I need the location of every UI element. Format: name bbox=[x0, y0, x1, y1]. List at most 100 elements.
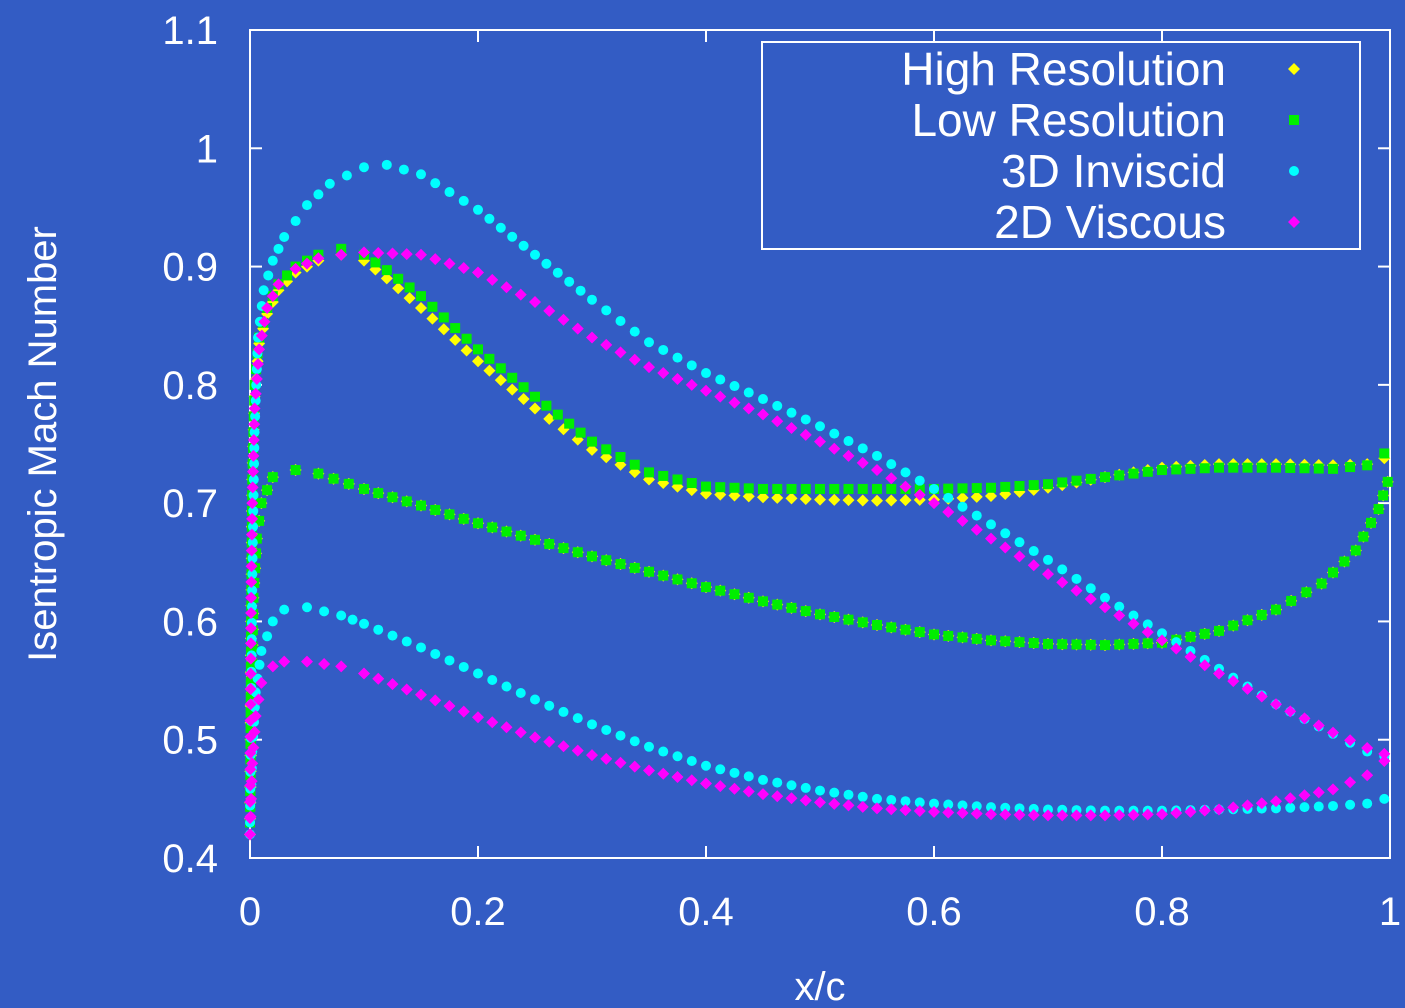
data-point bbox=[358, 667, 370, 680]
data-point bbox=[248, 402, 261, 415]
data-point bbox=[359, 162, 369, 173]
data-point bbox=[1270, 698, 1282, 711]
data-point bbox=[1185, 631, 1196, 642]
data-point bbox=[814, 435, 826, 448]
data-point bbox=[564, 276, 575, 287]
data-point bbox=[970, 490, 983, 503]
data-point bbox=[671, 770, 684, 783]
data-point bbox=[1171, 637, 1182, 648]
data-point bbox=[758, 394, 768, 405]
data-point bbox=[1198, 804, 1211, 817]
data-point bbox=[829, 787, 840, 798]
data-point bbox=[857, 443, 868, 454]
data-point bbox=[572, 713, 583, 724]
data-point bbox=[1301, 587, 1312, 598]
data-point bbox=[247, 434, 260, 447]
data-point bbox=[487, 522, 498, 533]
data-point bbox=[415, 301, 427, 314]
data-point bbox=[1358, 531, 1369, 542]
data-point bbox=[1228, 620, 1239, 631]
data-point bbox=[644, 467, 654, 478]
data-point bbox=[643, 764, 655, 777]
data-point bbox=[843, 789, 854, 800]
x-tick-label: 0.8 bbox=[1134, 890, 1190, 934]
data-point bbox=[255, 329, 268, 342]
data-point bbox=[1000, 802, 1011, 813]
data-point bbox=[247, 537, 258, 548]
data-point bbox=[628, 353, 641, 366]
data-point bbox=[1227, 801, 1240, 814]
data-point bbox=[514, 726, 527, 739]
data-point bbox=[247, 553, 258, 564]
data-point bbox=[743, 592, 754, 603]
data-point bbox=[956, 491, 969, 504]
data-point bbox=[1312, 719, 1325, 732]
data-point bbox=[986, 482, 996, 493]
data-point bbox=[358, 246, 370, 259]
data-point bbox=[999, 541, 1012, 554]
data-point bbox=[686, 578, 697, 589]
data-point bbox=[586, 331, 598, 344]
data-point bbox=[872, 450, 882, 461]
data-point bbox=[1185, 463, 1196, 474]
data-point bbox=[457, 262, 470, 275]
data-point bbox=[872, 793, 882, 804]
data-point bbox=[843, 614, 854, 625]
data-point bbox=[942, 806, 955, 819]
data-point bbox=[1328, 567, 1338, 578]
data-point bbox=[1255, 690, 1268, 703]
data-point bbox=[302, 602, 312, 613]
legend-marker bbox=[1288, 216, 1300, 228]
data-point bbox=[700, 777, 712, 790]
data-point bbox=[872, 619, 882, 630]
data-point bbox=[487, 674, 498, 685]
data-point bbox=[1350, 545, 1361, 556]
data-point bbox=[971, 510, 982, 521]
data-point bbox=[255, 676, 268, 689]
data-point bbox=[289, 262, 302, 275]
data-point bbox=[815, 421, 825, 432]
data-point bbox=[386, 678, 399, 691]
data-point bbox=[324, 178, 335, 189]
data-point bbox=[1366, 517, 1376, 528]
data-point bbox=[1027, 559, 1040, 572]
data-point bbox=[530, 249, 540, 260]
data-point bbox=[729, 381, 740, 392]
data-point bbox=[1227, 675, 1240, 688]
data-point bbox=[601, 724, 612, 735]
data-point bbox=[1071, 573, 1082, 584]
data-point bbox=[1213, 667, 1225, 680]
data-point bbox=[1184, 650, 1197, 663]
data-point bbox=[1142, 638, 1153, 649]
data-point bbox=[430, 648, 441, 659]
data-point bbox=[1113, 609, 1126, 622]
data-point bbox=[572, 547, 583, 558]
data-point bbox=[251, 358, 264, 371]
data-point bbox=[1042, 568, 1054, 581]
data-point bbox=[458, 195, 469, 206]
data-point bbox=[1128, 468, 1139, 479]
data-point bbox=[672, 474, 683, 485]
data-point bbox=[714, 390, 727, 403]
data-point bbox=[1157, 628, 1167, 639]
data-point bbox=[458, 661, 469, 672]
data-point bbox=[486, 716, 499, 729]
data-point bbox=[515, 687, 526, 698]
data-point bbox=[244, 652, 257, 665]
data-point bbox=[715, 374, 726, 385]
data-point bbox=[1327, 783, 1339, 796]
data-point bbox=[885, 494, 898, 507]
data-point bbox=[1214, 462, 1224, 473]
data-point bbox=[829, 611, 840, 622]
data-point bbox=[686, 756, 697, 767]
data-point bbox=[886, 622, 897, 633]
data-point bbox=[644, 337, 654, 348]
data-point bbox=[786, 483, 797, 494]
data-point bbox=[248, 725, 261, 738]
data-point bbox=[248, 521, 259, 532]
data-point bbox=[517, 393, 530, 406]
data-point bbox=[1271, 462, 1281, 473]
data-point bbox=[254, 659, 265, 670]
data-point bbox=[278, 655, 291, 668]
data-point bbox=[483, 364, 496, 377]
